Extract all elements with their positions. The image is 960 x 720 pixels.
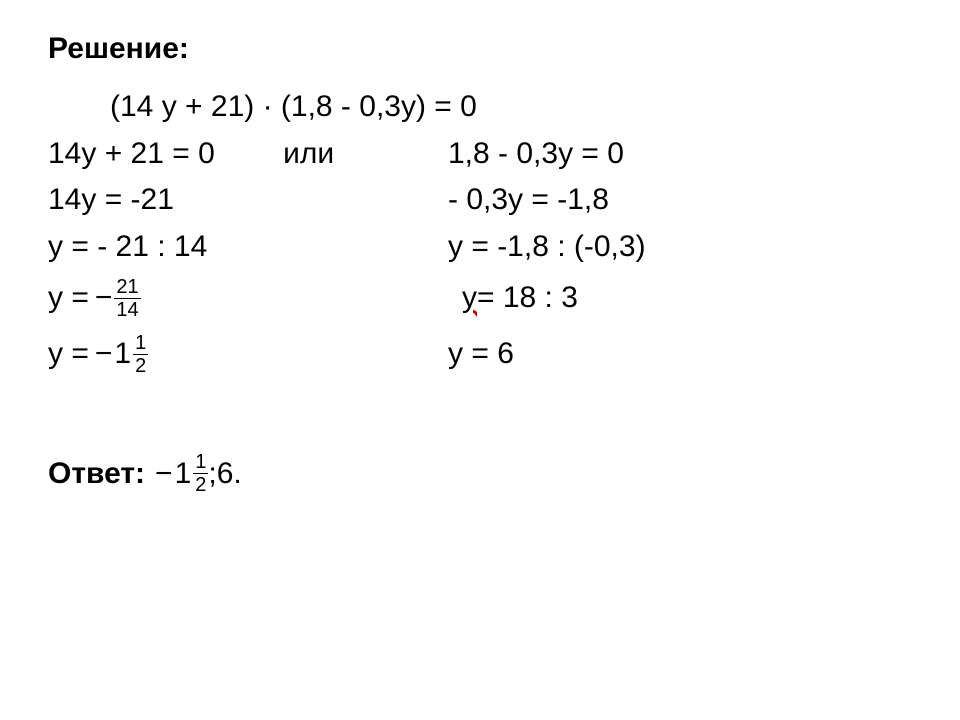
fraction-denominator: 2 xyxy=(193,473,208,495)
left-step-5-minus: − xyxy=(95,337,113,371)
heading-solution: Решение: xyxy=(48,32,912,66)
left-step-1-text: 14у + 21 = 0 xyxy=(48,137,215,170)
fraction-numerator: 1 xyxy=(133,333,148,354)
right-step-3: у = -1,8 : (-0,3) xyxy=(448,224,646,271)
left-step-3: у = - 21 : 14 xyxy=(48,224,448,271)
left-step-4-lhs: у = xyxy=(48,281,89,315)
right-step-4-rest: = 18 : 3 xyxy=(477,281,578,315)
row-2: 14у = -21 - 0,3у = -1,8 xyxy=(48,177,912,224)
fraction-numerator: 1 xyxy=(193,452,208,473)
left-step-2: 14у = -21 xyxy=(48,177,448,224)
answer-first-minus: − xyxy=(155,457,173,491)
left-step-5-mixed: 1 1 2 xyxy=(114,333,148,376)
answer-label: Ответ: xyxy=(48,457,145,491)
fraction-numerator: 21 xyxy=(114,277,140,298)
answer-second: 6 xyxy=(217,457,234,491)
left-step-4: у = − 21 14 xyxy=(48,270,448,326)
left-step-4-minus: − xyxy=(95,281,113,315)
answer-value: − 1 1 2 ; 6 . xyxy=(155,452,242,495)
right-step-1: 1,8 - 0,3у = 0 xyxy=(448,131,624,178)
right-step-5: у = 6 xyxy=(448,326,514,382)
mixed-fraction: 1 2 xyxy=(193,452,208,495)
right-step-4-y: у xyxy=(462,281,477,315)
left-step-1: 14у + 21 = 0 или xyxy=(48,131,448,178)
equation-line: (14 у + 21) · (1,8 - 0,3у) = 0 xyxy=(48,84,912,131)
fraction-denominator: 14 xyxy=(114,298,140,320)
mixed-whole: 1 xyxy=(114,337,131,371)
left-step-5: у = − 1 1 2 xyxy=(48,326,448,382)
answer-separator: ; xyxy=(208,457,216,491)
row-1: 14у + 21 = 0 или 1,8 - 0,3у = 0 xyxy=(48,131,912,178)
mixed-whole: 1 xyxy=(175,457,192,491)
fraction-denominator: 2 xyxy=(133,354,148,376)
solution-document: Решение: (14 у + 21) · (1,8 - 0,3у) = 0 … xyxy=(0,0,960,527)
answer-first-mixed: 1 1 2 xyxy=(175,452,209,495)
left-step-4-fraction: 21 14 xyxy=(114,277,140,320)
or-word: или xyxy=(283,137,334,170)
row-3: у = - 21 : 14 у = -1,8 : (-0,3) xyxy=(48,224,912,271)
right-step-2: - 0,3у = -1,8 xyxy=(448,177,609,224)
mixed-fraction: 1 2 xyxy=(133,333,148,376)
right-step-4: у = 18 : 3 xyxy=(448,270,578,326)
row-4: у = − 21 14 у = 18 : 3 xyxy=(48,270,912,326)
answer-row: Ответ: − 1 1 2 ; 6 . xyxy=(48,452,912,495)
left-step-5-lhs: у = xyxy=(48,337,89,371)
row-5: у = − 1 1 2 у = 6 xyxy=(48,326,912,382)
answer-period: . xyxy=(233,457,241,491)
